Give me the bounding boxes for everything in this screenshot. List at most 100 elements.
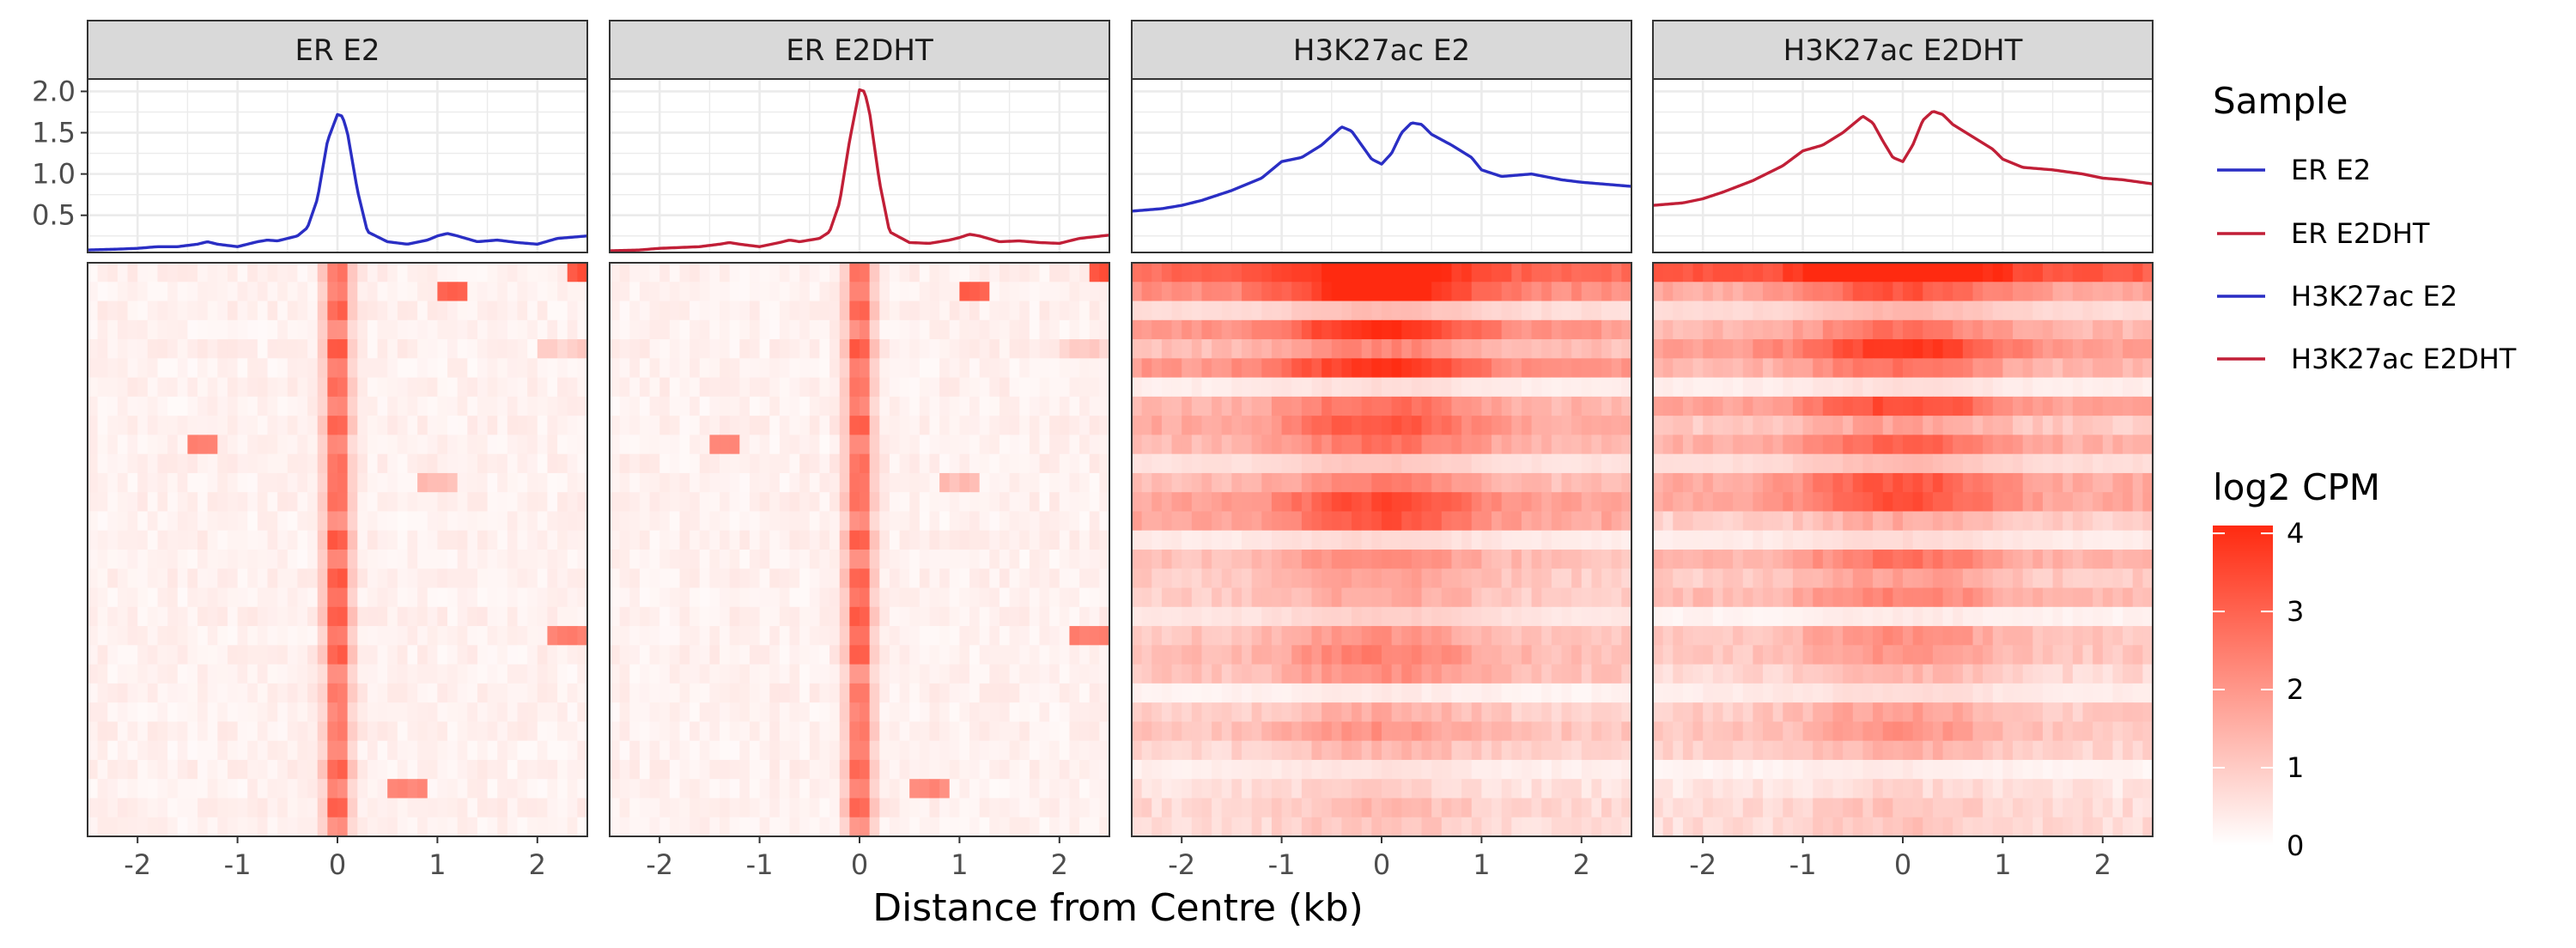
heatmap-cell (1281, 492, 1292, 513)
heatmap-cell (1212, 434, 1223, 455)
heatmap-cell (860, 759, 871, 780)
heatmap-cell (909, 568, 920, 589)
heatmap-cell (679, 301, 690, 321)
heatmap-cell (759, 377, 770, 398)
heatmap-cell (1141, 319, 1152, 340)
heatmap-cell (397, 702, 409, 722)
heatmap-cell (567, 817, 578, 837)
heatmap-cell (1271, 683, 1283, 703)
heatmap-cell (567, 587, 578, 608)
heatmap-cell (427, 683, 438, 703)
heatmap-cell (860, 358, 871, 379)
heatmap-cell (1059, 721, 1071, 742)
heatmap-cell (427, 377, 438, 398)
heatmap-cell (137, 568, 149, 589)
heatmap-cell (1019, 606, 1030, 627)
heatmap-cell (147, 606, 159, 627)
heatmap-cell (297, 817, 308, 837)
heatmap-cell (507, 817, 519, 837)
heatmap-cell (1039, 530, 1050, 550)
heatmap-cell (487, 358, 498, 379)
heatmap-cell (2013, 263, 2024, 283)
heatmap-cell (1311, 817, 1322, 837)
heatmap-cell (659, 396, 671, 416)
heatmap-cell (1382, 530, 1393, 550)
heatmap-cell (889, 492, 901, 513)
heatmap-cell (1301, 702, 1313, 722)
heatmap-cell (610, 798, 621, 818)
heatmap-cell (959, 511, 970, 532)
heatmap-cell (1391, 645, 1402, 665)
heatmap-cell (999, 453, 1011, 474)
heatmap-cell (187, 740, 198, 761)
heatmap-cell (1182, 377, 1193, 398)
heatmap-cell (1441, 263, 1453, 283)
heatmap-cell (397, 492, 409, 513)
heatmap-cell (1099, 817, 1110, 837)
heatmap-cell (1431, 568, 1443, 589)
heatmap-cell (1059, 817, 1071, 837)
heatmap-cell (397, 416, 409, 435)
heatmap-cell (1862, 358, 1874, 379)
heatmap-cell (1141, 606, 1152, 627)
heatmap-cell (547, 472, 558, 493)
heatmap-cell (720, 587, 731, 608)
heatmap-cell (88, 550, 99, 569)
heatmap-cell (417, 550, 428, 569)
heatmap-cell (1132, 664, 1143, 684)
heatmap-cell (1421, 492, 1432, 513)
heatmap-cell (97, 779, 108, 799)
heatmap-cell (889, 645, 901, 665)
heatmap-cell (1231, 550, 1242, 569)
heatmap-cell (88, 396, 99, 416)
heatmap-cell (1391, 301, 1402, 321)
heatmap-cell (377, 817, 388, 837)
heatmap-cell (167, 396, 179, 416)
heatmap-cell (227, 550, 239, 569)
heatmap-cell (989, 568, 1000, 589)
heatmap-cell (337, 568, 349, 589)
heatmap-cell (437, 587, 448, 608)
heatmap-cell (679, 434, 690, 455)
heatmap-cell (117, 511, 129, 532)
heatmap-cell (1059, 683, 1071, 703)
heatmap-cell (1352, 396, 1363, 416)
heatmap-cell (779, 301, 791, 321)
heatmap-cell (1341, 263, 1352, 283)
heatmap-cell (839, 416, 850, 435)
heatmap-cell (497, 416, 508, 435)
heatmap-cell (1182, 568, 1193, 589)
heatmap-cell (860, 721, 871, 742)
heatmap-cell (1261, 301, 1273, 321)
heatmap-cell (1421, 721, 1432, 742)
heatmap-cell (1079, 434, 1091, 455)
heatmap-cell (1281, 358, 1292, 379)
heatmap-cell (1601, 530, 1613, 550)
heatmap-cell (839, 282, 850, 302)
heatmap-cell (1481, 263, 1492, 283)
heatmap-cell (829, 779, 841, 799)
heatmap-cell (1591, 472, 1602, 493)
heatmap-cell (1421, 416, 1432, 435)
heatmap-cell (1511, 568, 1522, 589)
heatmap-cell (999, 301, 1011, 321)
heatmap-cell (779, 472, 791, 493)
heatmap-cell (97, 453, 108, 474)
heatmap-cell (929, 817, 940, 837)
heatmap-cell (1191, 453, 1203, 474)
heatmap-cell (1733, 377, 1744, 398)
heatmap-cell (959, 263, 970, 283)
heatmap-cell (1401, 434, 1413, 455)
heatmap-cell (1321, 550, 1333, 569)
heatmap-cell (257, 358, 269, 379)
heatmap-cell (1281, 530, 1292, 550)
heatmap-cell (497, 626, 508, 646)
heatmap-cell (447, 645, 459, 665)
heatmap-cell (1251, 492, 1262, 513)
heatmap-cell (1653, 377, 1664, 398)
heatmap-cell (779, 664, 791, 684)
heatmap-cell (88, 319, 99, 340)
heatmap-cell (507, 779, 519, 799)
heatmap-cell (197, 416, 209, 435)
heatmap-cell (317, 301, 328, 321)
